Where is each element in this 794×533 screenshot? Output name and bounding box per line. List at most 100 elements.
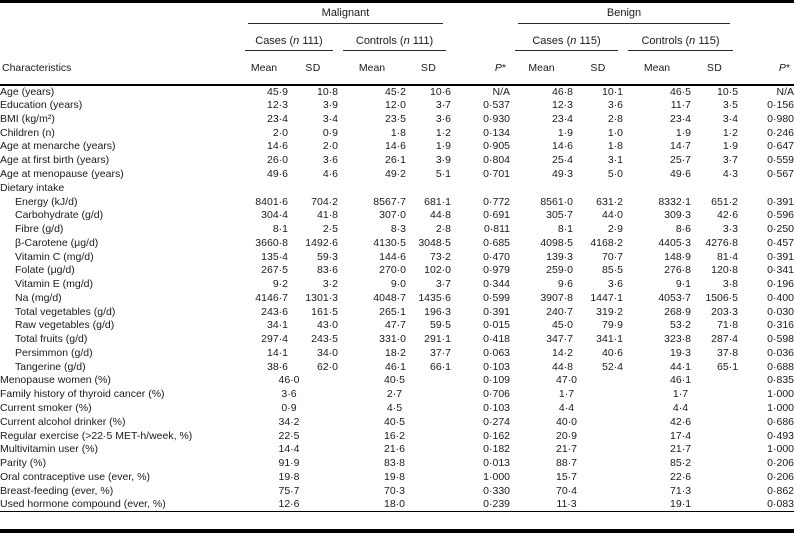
cell-value: 62·0 <box>316 360 338 373</box>
table-row: Persimmon (g/d) 14·1 34·0 18·2 37·7 0·063 14·2… <box>0 347 794 361</box>
cell-value: 0·686 <box>767 415 794 428</box>
cell-value: 1·2 <box>722 126 739 139</box>
cell-value: 49·6 <box>266 167 288 180</box>
cell-value: 144·6 <box>379 250 406 263</box>
cell-value: 14·1 <box>266 346 288 359</box>
cell-value: 240·7 <box>546 305 574 318</box>
table-row: Vitamin E (mg/d) 9·2 3·2 9·0 3·7 0·344 9·6 3·6 9… <box>0 278 794 292</box>
cell-value: 3·7 <box>722 154 739 167</box>
cell-value: 49·6 <box>670 167 692 180</box>
table-row: Folate (μg/d) 267·5 83·6 270·0 102·0 0·979 259… <box>0 264 794 278</box>
cell-value: 3·6 <box>607 99 624 112</box>
cell-value: 4·4 <box>672 401 689 414</box>
cell-value: 268·9 <box>664 305 692 318</box>
row-label: Regular exercise (>22·5 MET-h/week, %) <box>0 429 193 442</box>
cell-value: 4·4 <box>558 401 575 414</box>
cell-value: 75·7 <box>278 484 300 497</box>
cell-value: 47·7 <box>384 319 406 332</box>
cell-value: 3·7 <box>435 278 452 291</box>
cell-value: 3·3 <box>722 223 739 236</box>
cell-value: 0·030 <box>767 305 794 318</box>
cell-value: 0·246 <box>767 126 794 139</box>
table-row: Education (years) 12·3 3·9 12·0 3·7 0·537 12·3… <box>0 99 794 113</box>
row-label: Multivitamin user (%) <box>0 443 99 456</box>
cell-value: 0·162 <box>483 429 511 442</box>
sd-header: SD <box>406 58 452 86</box>
cell-value: 3·9 <box>322 99 338 112</box>
mean-header: Mean <box>240 58 288 86</box>
row-label: β-Carotene (μg/d) <box>15 236 99 249</box>
cell-value: 0·811 <box>483 223 511 236</box>
group-header-benign-cell: Benign <box>510 3 738 29</box>
cell-value: 0·063 <box>483 346 511 359</box>
cell-value: 8·3 <box>390 223 406 236</box>
cell-value: 46·1 <box>384 360 406 373</box>
cell-value: 26·0 <box>266 154 288 167</box>
cell-value: 0·341 <box>767 264 794 277</box>
cell-value: 307·0 <box>379 209 406 222</box>
spacer-cell <box>738 3 794 29</box>
cell-value: 0·103 <box>483 401 511 414</box>
cell-value: 4048·7 <box>373 291 406 304</box>
row-label: Age at menarche (years) <box>0 140 116 153</box>
cell-value: 12·0 <box>384 99 406 112</box>
cell-value: 41·8 <box>316 209 338 222</box>
cell-value: 0·391 <box>483 305 511 318</box>
cell-value: 0·015 <box>483 319 511 332</box>
cell-value: 3·8 <box>722 278 739 291</box>
cell-value: 1492·6 <box>305 236 338 249</box>
p-value-header: P* <box>738 58 794 86</box>
cell-value: 2·0 <box>272 126 288 139</box>
cell-value: 297·4 <box>261 333 288 346</box>
subgroup-malignant-cases-cell: Cases (n 111) <box>240 29 338 58</box>
subgroup-benign-cases: Cases (n 115) <box>515 35 619 52</box>
cell-value: 18·2 <box>384 346 406 359</box>
cell-value: 0·706 <box>483 388 511 401</box>
cell-value: 1·7 <box>558 388 575 401</box>
cell-value: 4098·5 <box>540 236 574 249</box>
table-row: Tangerine (g/d) 38·6 62·0 46·1 66·1 0·103 44·8… <box>0 360 794 374</box>
cell-value: 34·0 <box>316 346 338 359</box>
cell-value: 79·9 <box>602 319 624 332</box>
cell-value: 0·418 <box>483 333 511 346</box>
cell-value: 309·3 <box>664 209 692 222</box>
group-label-benign: Benign <box>606 7 642 20</box>
cell-value: 10·8 <box>316 85 338 98</box>
cell-value: 44·8 <box>552 360 574 373</box>
cell-value: 0·156 <box>767 99 794 112</box>
cell-value: 20·9 <box>556 429 578 442</box>
cell-value: 0·905 <box>483 140 511 153</box>
cell-value: 0·598 <box>767 333 794 346</box>
cell-value: 0·391 <box>767 195 794 208</box>
cell-value: 0·470 <box>483 250 511 263</box>
cell-value: 0·596 <box>767 209 794 222</box>
cell-value: 83·8 <box>384 457 406 470</box>
cell-value: 49·3 <box>552 167 574 180</box>
cell-value: 1·0 <box>607 126 624 139</box>
cell-value: 259·0 <box>546 264 574 277</box>
cell-value: 8567·7 <box>373 195 406 208</box>
table-row: Oral contraceptive use (ever, %) 19·8 19·8… <box>0 470 794 484</box>
cell-value: 0·182 <box>483 443 511 456</box>
cell-value: 47·0 <box>556 374 578 387</box>
cell-value: 305·7 <box>546 209 574 222</box>
cell-value: 3·4 <box>722 112 739 125</box>
cell-value: 0·685 <box>483 236 511 249</box>
cell-value: 18·0 <box>384 498 406 511</box>
cell-value: 0·109 <box>483 374 511 387</box>
cell-value: 1·9 <box>435 140 452 153</box>
cell-value: 276·8 <box>664 264 692 277</box>
cell-value: 2·8 <box>607 112 624 125</box>
table-row: Total vegetables (g/d) 243·6 161·5 265·1 196… <box>0 305 794 319</box>
cell-value: 0·862 <box>767 484 794 497</box>
cell-value: 59·3 <box>316 250 338 263</box>
cell-value: 22·6 <box>670 470 692 483</box>
table-row: Carbohydrate (g/d) 304·4 41·8 307·0 44·8 0·69… <box>0 209 794 223</box>
cell-value: 12·3 <box>266 99 288 112</box>
cell-value: 9·1 <box>675 278 692 291</box>
table-row: Current alcohol drinker (%) 34·2 40·5 0·274… <box>0 415 794 429</box>
cell-value: 341·1 <box>596 333 624 346</box>
controls-label: Controls ( <box>641 34 690 47</box>
cell-value: 10·6 <box>430 85 452 98</box>
cell-value: 135·4 <box>261 250 288 263</box>
